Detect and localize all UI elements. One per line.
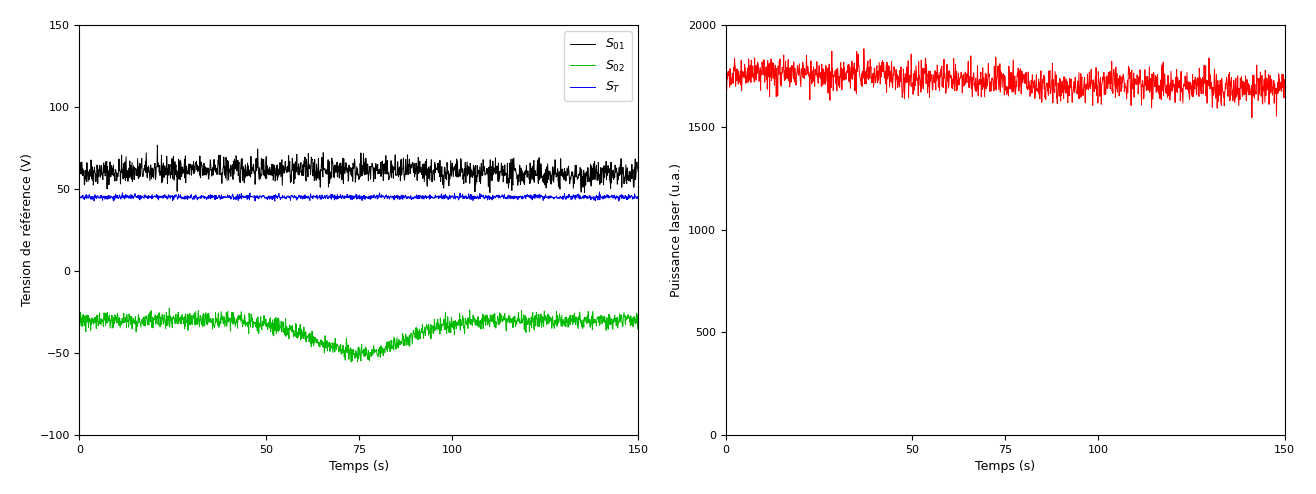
$S_{02}$ (330, 348, 346, 354)
$S_{02}$ (391, 340, 407, 346)
$S_T$ (390, 193, 405, 199)
$S_{01}$ (390, 159, 405, 165)
$S_{02}$ (114, 318, 130, 324)
$S_{02}$ (162, 305, 178, 311)
$S_{02}$ (138, 319, 154, 325)
$S_{01}$ (321, 184, 337, 190)
$S_T$ (630, 194, 646, 200)
$S_{01}$ (71, 166, 87, 172)
$S_{02}$ (71, 325, 87, 331)
Line: $S_T$: $S_T$ (79, 192, 638, 201)
$S_{01}$ (138, 158, 154, 164)
X-axis label: Temps (s): Temps (s) (975, 460, 1036, 473)
$S_{02}$ (309, 337, 325, 343)
$S_{01}$ (309, 166, 325, 172)
$S_{01}$ (630, 169, 646, 175)
$S_{01}$ (330, 169, 346, 175)
Line: $S_{02}$: $S_{02}$ (79, 308, 638, 362)
$S_T$ (592, 189, 608, 195)
Line: $S_{01}$: $S_{01}$ (79, 145, 638, 193)
Legend: $S_{01}$, $S_{02}$, $S_T$: $S_{01}$, $S_{02}$, $S_T$ (565, 31, 632, 101)
$S_T$ (114, 194, 130, 200)
$S_T$ (309, 192, 325, 198)
Y-axis label: Tension de référence (V): Tension de référence (V) (21, 154, 34, 306)
$S_{01}$ (482, 190, 497, 196)
$S_T$ (321, 195, 337, 201)
$S_T$ (71, 193, 87, 199)
$S_T$ (138, 192, 154, 198)
$S_T$ (330, 195, 346, 201)
$S_T$ (267, 198, 283, 204)
$S_{02}$ (343, 359, 359, 365)
Y-axis label: Puissance laser (u.a.): Puissance laser (u.a.) (670, 163, 683, 297)
$S_{02}$ (630, 322, 646, 328)
X-axis label: Temps (s): Temps (s) (329, 460, 390, 473)
$S_{01}$ (150, 142, 166, 148)
$S_{01}$ (114, 168, 130, 174)
$S_{02}$ (321, 344, 337, 350)
